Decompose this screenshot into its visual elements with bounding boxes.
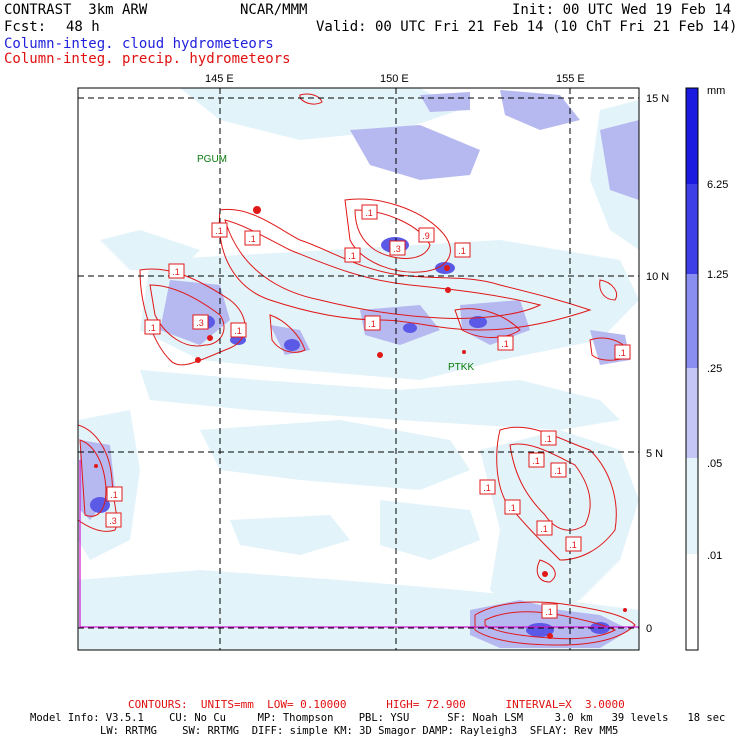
contour-label: .3 — [389, 240, 406, 256]
contour-labels: .1 .1 .1 .1 .1 .1 .1 .1 .1 .1 .1 .1 .1 .1 .1 .1 .1 .1 .1 .1… — [105, 204, 631, 619]
lat-label-5n: 5 N — [646, 448, 663, 460]
contour-label: .1 — [565, 536, 582, 552]
plot-frame — [77, 87, 640, 651]
title-left: CONTRAST 3km ARW — [4, 2, 148, 18]
contour-label: .3 — [192, 314, 209, 330]
contour-label: .1 — [528, 452, 545, 468]
lat-label-10n: 10 N — [646, 271, 669, 283]
contour-label: .1 — [144, 319, 161, 335]
svg-text:.1: .1 — [483, 483, 491, 493]
lon-label-145: 145 E — [205, 73, 234, 85]
contour-label: .3 — [105, 512, 122, 528]
valid-time: Valid: 00 UTC Fri 21 Feb 14 (10 ChT Fri … — [316, 19, 738, 35]
contour-label: .1 — [361, 204, 378, 220]
station-label-pgum: PGUM — [197, 154, 227, 165]
equator-boundary — [79, 460, 639, 628]
contour-label: .1 — [497, 335, 514, 351]
svg-text:.1: .1 — [458, 246, 466, 256]
contour-label: .1 — [536, 520, 553, 536]
contour-label: .1 — [344, 247, 361, 263]
svg-text:.1: .1 — [172, 267, 180, 277]
svg-text:.1: .1 — [248, 234, 256, 244]
colorbar-unit: mm — [707, 85, 725, 97]
contour-label: .1 — [504, 499, 521, 515]
svg-text:.1: .1 — [508, 503, 516, 513]
contour-label: .1 — [454, 242, 471, 258]
svg-text:.3: .3 — [196, 318, 204, 328]
forecast-value: 48 h — [66, 19, 100, 35]
svg-text:.1: .1 — [348, 251, 356, 261]
colorbar-label-6.25: 6.25 — [707, 179, 728, 191]
svg-text:.1: .1 — [540, 524, 548, 534]
contour-label: .1 — [541, 603, 558, 619]
contour-label: .1 — [364, 315, 381, 331]
contour-label: .1 — [479, 479, 496, 495]
field-precip-label: Column-integ. precip. hydrometeors — [4, 51, 291, 67]
forecast-label: Fcst: — [4, 19, 47, 35]
station-label-ptkk: PTKK — [448, 362, 474, 373]
svg-text:.1: .1 — [234, 326, 242, 336]
contour-label: .1 — [211, 222, 228, 238]
contour-label: .1 — [550, 462, 567, 478]
cloud-shading-medium — [80, 90, 639, 648]
contour-label: .9 — [418, 227, 435, 243]
contour-label: .1 — [230, 322, 247, 338]
map-plot-area — [78, 88, 639, 650]
svg-text:.1: .1 — [148, 323, 156, 333]
precip-contours — [78, 93, 636, 646]
colorbar: mm 6.25 1.25 .25 .05 .01 — [685, 85, 728, 651]
svg-text:.1: .1 — [544, 434, 552, 444]
contour-label: .1 — [106, 486, 123, 502]
lat-label-0: 0 — [646, 623, 652, 635]
svg-text:.1: .1 — [368, 319, 376, 329]
colorbar-label-1.25: 1.25 — [707, 269, 728, 281]
colorbar-label-.25: .25 — [707, 363, 722, 375]
colorbar-label-.05: .05 — [707, 458, 722, 470]
svg-text:.1: .1 — [554, 466, 562, 476]
title-center: NCAR/MMM — [240, 2, 308, 18]
svg-text:.3: .3 — [393, 244, 401, 254]
svg-text:.1: .1 — [365, 208, 373, 218]
lon-label-150: 150 E — [380, 73, 409, 85]
lon-label-155: 155 E — [556, 73, 585, 85]
svg-text:.9: .9 — [422, 231, 430, 241]
model-info-line2: LW: RRTMG SW: RRTMG DIFF: simple KM: 3D … — [100, 725, 619, 737]
contour-label: .1 — [614, 344, 631, 360]
svg-text:.1: .1 — [545, 607, 553, 617]
contour-info: CONTOURS: UNITS=mm LOW= 0.10000 HIGH= 72… — [128, 698, 625, 711]
svg-text:.1: .1 — [110, 490, 118, 500]
svg-text:.1: .1 — [215, 226, 223, 236]
colorbar-label-.01: .01 — [707, 550, 722, 562]
init-time: Init: 00 UTC Wed 19 Feb 14 — [512, 2, 732, 18]
svg-text:.1: .1 — [501, 339, 509, 349]
svg-text:.1: .1 — [569, 540, 577, 550]
field-cloud-label: Column-integ. cloud hydrometeors — [4, 36, 274, 52]
contour-label: .1 — [244, 230, 261, 246]
svg-text:.1: .1 — [532, 456, 540, 466]
svg-text:.3: .3 — [109, 516, 117, 526]
contour-label: .1 — [168, 263, 185, 279]
model-info-line1: Model Info: V3.5.1 CU: No Cu MP: Thompso… — [30, 712, 726, 724]
contour-label: .1 — [540, 430, 557, 446]
lat-label-15n: 15 N — [646, 93, 669, 105]
svg-text:.1: .1 — [618, 348, 626, 358]
